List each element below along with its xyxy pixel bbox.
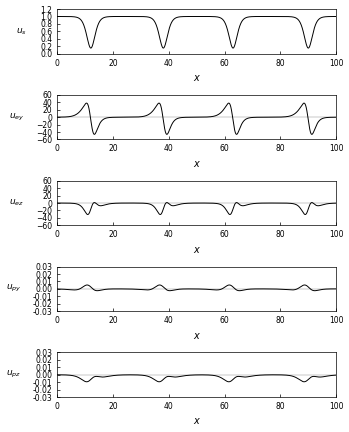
Y-axis label: $u_{ey}$: $u_{ey}$ [9,111,25,123]
X-axis label: $x$: $x$ [193,73,201,83]
X-axis label: $x$: $x$ [193,245,201,255]
X-axis label: $x$: $x$ [193,330,201,340]
Y-axis label: $u_{py}$: $u_{py}$ [6,283,21,295]
Y-axis label: $u_s$: $u_s$ [15,26,27,37]
Y-axis label: $u_{ez}$: $u_{ez}$ [9,198,24,208]
X-axis label: $x$: $x$ [193,159,201,169]
Y-axis label: $u_{pz}$: $u_{pz}$ [6,369,21,380]
X-axis label: $x$: $x$ [193,416,201,426]
